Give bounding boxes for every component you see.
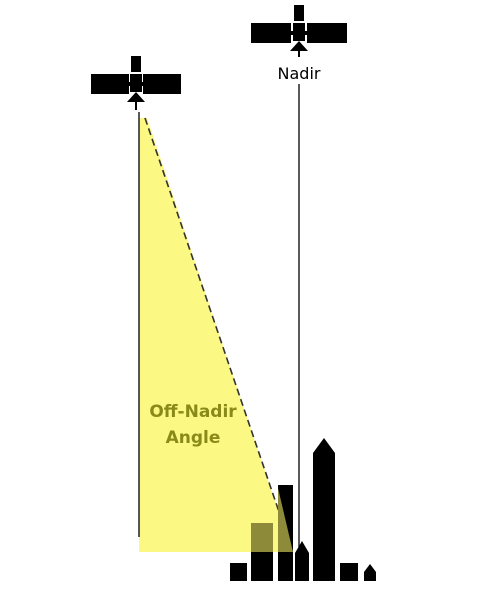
- building: [340, 563, 358, 581]
- satellite-icon: [251, 5, 347, 57]
- off-nadir-wedge: [139, 118, 292, 552]
- off-nadir-angle-label-line2: Angle: [166, 428, 221, 448]
- building: [295, 541, 309, 581]
- building: [230, 563, 247, 581]
- off-nadir-angle-label-line1: Off-Nadir: [149, 402, 237, 422]
- off-nadir-line-of-sight: [144, 117, 293, 551]
- building: [364, 564, 376, 581]
- wedge-building-overlap: [251, 523, 273, 552]
- tower-building: [313, 438, 335, 581]
- wedge-building-overlap: [278, 488, 293, 552]
- satellite-icon: [91, 56, 181, 110]
- nadir-label: Nadir: [278, 64, 321, 83]
